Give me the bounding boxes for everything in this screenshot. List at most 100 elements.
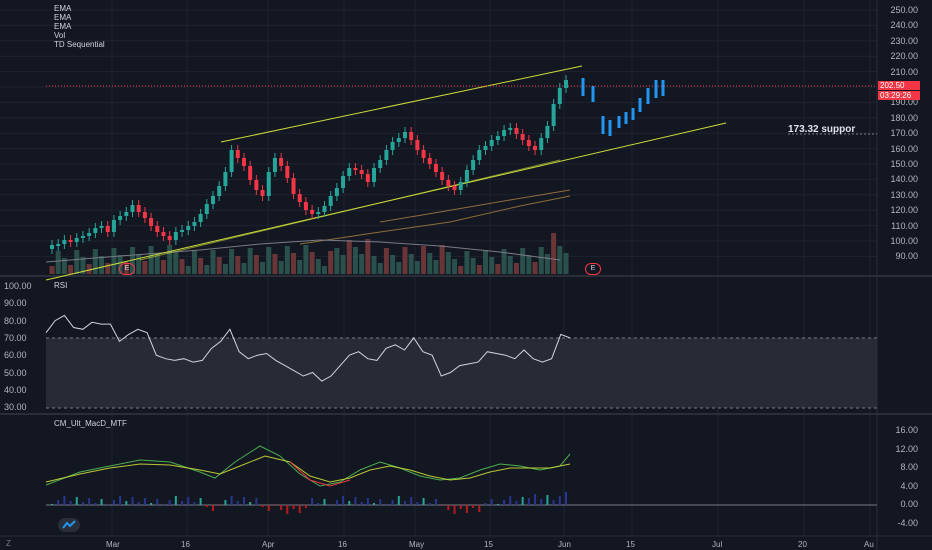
volume-bar	[266, 247, 272, 274]
projection-bar	[601, 116, 605, 134]
candle-body	[266, 172, 271, 196]
candle-body	[260, 190, 265, 196]
candle-body	[229, 150, 234, 172]
volume-bar	[291, 253, 297, 274]
macd-histogram-bar	[75, 497, 78, 505]
time-tick-label: Au	[864, 540, 874, 549]
projection-bar	[608, 120, 612, 136]
volume-bar	[303, 245, 309, 274]
price-tick-label: 120.00	[890, 205, 918, 216]
candle-body	[272, 158, 277, 172]
candle-body	[347, 168, 352, 176]
candle-body	[452, 186, 457, 190]
indicator-td-sequential[interactable]: TD Sequential	[54, 40, 105, 49]
candle-body	[217, 186, 222, 196]
macd-histogram-bar	[447, 505, 450, 510]
candle-body	[471, 160, 476, 170]
volume-bar	[321, 266, 327, 274]
macd-histogram-bar	[199, 498, 202, 505]
indicator-vol[interactable]: Vol	[54, 31, 66, 40]
volume-bar	[495, 264, 501, 274]
price-tick-label: 240.00	[890, 20, 918, 31]
projection-bar	[631, 108, 635, 120]
macd-tick-label: 4.00	[900, 480, 918, 491]
projection-bar	[581, 78, 585, 96]
macd-histogram-bar	[88, 498, 91, 505]
volume-bar	[532, 262, 538, 274]
earnings-marker[interactable]: E	[119, 263, 135, 275]
indicator-legend[interactable]: EMA EMA EMA Vol TD Sequential	[54, 4, 105, 49]
candle-body	[322, 206, 327, 212]
macd-histogram-bar	[81, 502, 84, 505]
countdown-tag: 03:29:26	[878, 91, 920, 100]
candle-body	[285, 166, 290, 178]
candle-body	[495, 136, 500, 140]
ema-mid-line	[379, 189, 571, 223]
time-tick-label: 15	[484, 540, 493, 549]
price-tick-label: 250.00	[890, 5, 918, 15]
candle-body	[62, 240, 67, 244]
candle-body	[508, 128, 513, 130]
timezone-corner[interactable]: Z	[6, 539, 11, 548]
candle-body	[155, 226, 160, 232]
candle-body	[539, 138, 544, 150]
macd-histogram-bar	[342, 496, 345, 505]
macd-histogram-bar	[552, 500, 555, 505]
macd-tick-label: 16.00	[895, 425, 918, 435]
volume-bar	[204, 265, 210, 274]
volume-bar	[253, 255, 259, 274]
candlestick-series[interactable]	[50, 75, 568, 254]
candle-body	[415, 140, 420, 150]
macd-histogram	[51, 492, 567, 514]
volume-bar	[185, 266, 191, 274]
candle-body	[372, 168, 377, 182]
macd-histogram-bar	[428, 503, 431, 505]
time-tick-label: Jun	[558, 540, 571, 549]
price-tick-label: 90.00	[895, 251, 918, 262]
tradingview-logo-icon[interactable]	[58, 518, 80, 532]
volume-bar	[346, 240, 352, 274]
macd-histogram-bar	[490, 499, 493, 505]
ema-long-line	[299, 195, 571, 245]
indicator-ema-1[interactable]: EMA	[54, 4, 72, 13]
candle-body	[124, 212, 129, 216]
macd-histogram-bar	[242, 497, 245, 505]
macd-histogram-bar	[465, 505, 468, 513]
candle-body	[353, 168, 358, 170]
candle-body	[297, 194, 302, 202]
candle-body	[378, 160, 383, 168]
volume-bar	[501, 249, 507, 274]
candle-body	[56, 244, 61, 246]
indicator-ema-3[interactable]: EMA	[54, 22, 72, 31]
earnings-marker[interactable]: E	[585, 263, 601, 275]
indicator-ema-2[interactable]: EMA	[54, 13, 72, 22]
macd-title[interactable]: CM_Ult_MacD_MTF	[54, 419, 127, 428]
volume-bar	[340, 255, 346, 274]
volume-bar	[61, 258, 67, 274]
volume-bar	[210, 250, 216, 274]
candle-body	[384, 150, 389, 160]
candle-body	[68, 240, 73, 242]
candle-body	[526, 140, 531, 146]
volume-bar	[445, 252, 451, 274]
volume-bar	[408, 254, 414, 274]
volume-bar	[334, 248, 340, 274]
macd-histogram-bar	[286, 505, 289, 514]
support-label: 173.32 suppor	[788, 124, 856, 135]
volume-bar	[452, 259, 458, 274]
volume-bar	[142, 261, 148, 274]
candle-body	[248, 166, 253, 180]
volume-bar	[198, 258, 204, 274]
macd-histogram-bar	[168, 500, 171, 505]
volume-bar	[136, 254, 142, 274]
volume-bar	[105, 263, 111, 274]
rsi-title[interactable]: RSI	[54, 281, 68, 290]
macd-histogram-bar	[558, 496, 561, 505]
rsi-tick-label: 100.00	[4, 281, 32, 291]
macd-histogram-bar	[434, 499, 437, 505]
volume-bar	[359, 254, 365, 274]
candle-body	[149, 218, 154, 226]
candle-body	[489, 140, 494, 146]
volume-bar	[328, 251, 334, 274]
